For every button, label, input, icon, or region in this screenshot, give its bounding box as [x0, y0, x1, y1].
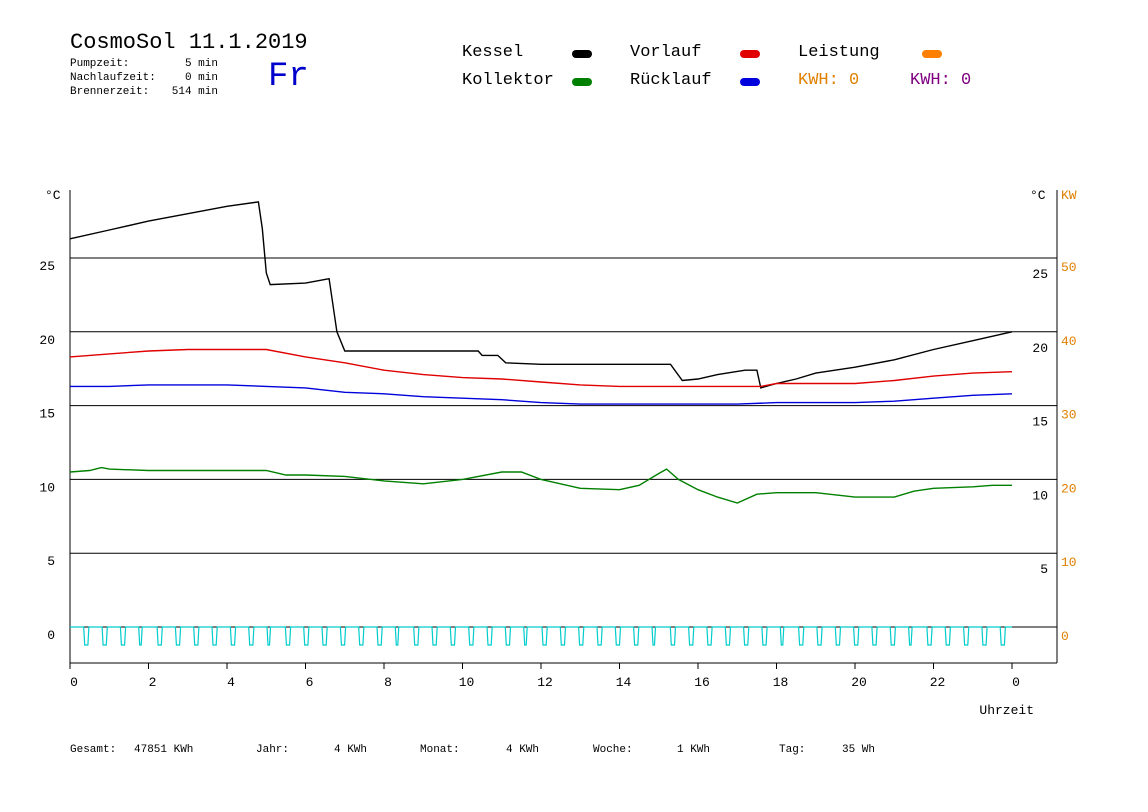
y-tick-label-kw: 40 — [1061, 334, 1077, 349]
x-tick-label: 18 — [773, 675, 789, 690]
stat-value-brennerzeit: 514 min — [171, 86, 218, 98]
y-tick-label-kw: 50 — [1061, 260, 1077, 275]
y-tick-label-kw: 10 — [1061, 555, 1077, 570]
y-tick-label-left: 15 — [39, 407, 55, 422]
footer-woche-value: 1 KWh — [677, 744, 711, 756]
x-tick-label: 14 — [616, 675, 632, 690]
stat-value-pumpzeit: 5 min — [184, 58, 218, 70]
x-axis-label: Uhrzeit — [979, 703, 1034, 718]
x-tick-label: 10 — [459, 675, 475, 690]
y-tick-label-right: 10 — [1032, 488, 1048, 503]
y-tick-label-right: 25 — [1032, 267, 1048, 282]
page-title: CosmoSol 11.1.2019 — [70, 30, 308, 55]
footer-jahr-label: Jahr: — [256, 744, 290, 756]
y-tick-label-right: 20 — [1032, 341, 1048, 356]
footer-jahr-value: 4 KWh — [334, 744, 368, 756]
legend-label-leistung: Leistung — [798, 43, 880, 62]
footer-monat-label: Monat: — [420, 744, 460, 756]
stat-value-nachlaufzeit: 0 min — [184, 72, 218, 84]
legend-swatch-kessel — [572, 50, 592, 58]
y-tick-label-right: 5 — [1040, 562, 1048, 577]
x-tick-label: 8 — [384, 675, 392, 690]
x-tick-label: 16 — [694, 675, 710, 690]
footer-tag-value: 35 Wh — [842, 744, 876, 756]
legend-label-kessel: Kessel — [462, 43, 524, 62]
footer-woche-label: Woche: — [593, 744, 633, 756]
y-tick-label-kw: 0 — [1061, 629, 1069, 644]
y-tick-label-left: 20 — [39, 333, 55, 348]
series-line-kollektor — [69, 466, 1012, 504]
series-line-kessel — [69, 201, 1013, 389]
legend-label-ruecklauf: Rücklauf — [630, 71, 712, 90]
x-tick-label: 20 — [851, 675, 867, 690]
y-tick-label-left: 0 — [47, 628, 55, 643]
x-tick-label: 6 — [306, 675, 314, 690]
y-tick-label-left: 10 — [39, 480, 55, 495]
y-tick-label-left: 25 — [39, 259, 55, 274]
x-tick-label: 22 — [930, 675, 946, 690]
y-tick-label-kw: 30 — [1061, 408, 1077, 423]
series-line-vorlauf — [69, 348, 1013, 388]
y-axis-label-right: °C — [1030, 188, 1046, 203]
stat-label-pumpzeit: Pumpzeit: — [70, 58, 130, 70]
y-axis-label-left: °C — [45, 188, 61, 203]
kwh-orange: KWH: 0 — [798, 71, 860, 90]
legend-swatch-leistung — [922, 50, 942, 58]
y-tick-label-right: 15 — [1032, 415, 1048, 430]
kwh-purple: KWH: 0 — [910, 71, 972, 90]
legend-label-kollektor: Kollektor — [462, 71, 554, 90]
footer-tag-label: Tag: — [779, 744, 806, 756]
legend-label-vorlauf: Vorlauf — [630, 43, 702, 62]
x-tick-label: 0 — [1012, 675, 1020, 690]
x-tick-label: 2 — [149, 675, 157, 690]
footer-monat-value: 4 KWh — [506, 744, 540, 756]
legend-swatch-vorlauf — [740, 50, 760, 58]
series-line-leistung — [70, 626, 1012, 646]
y-axis-label-kw: KW — [1061, 188, 1077, 203]
legend-swatch-ruecklauf — [740, 78, 760, 86]
footer-gesamt-value: 47851 KWh — [134, 744, 194, 756]
legend-swatch-kollektor — [572, 78, 592, 86]
stat-label-nachlaufzeit: Nachlaufzeit: — [70, 72, 156, 84]
x-tick-label: 12 — [537, 675, 553, 690]
x-tick-label: 4 — [227, 675, 235, 690]
series-line-rcklauf — [70, 384, 1013, 405]
y-tick-label-kw: 20 — [1061, 481, 1077, 496]
y-tick-label-left: 5 — [47, 554, 55, 569]
weekday-label: Fr — [268, 58, 309, 96]
footer-gesamt-label: Gesamt: — [70, 744, 117, 756]
x-tick-label: 0 — [70, 675, 78, 690]
stat-label-brennerzeit: Brennerzeit: — [70, 86, 150, 98]
